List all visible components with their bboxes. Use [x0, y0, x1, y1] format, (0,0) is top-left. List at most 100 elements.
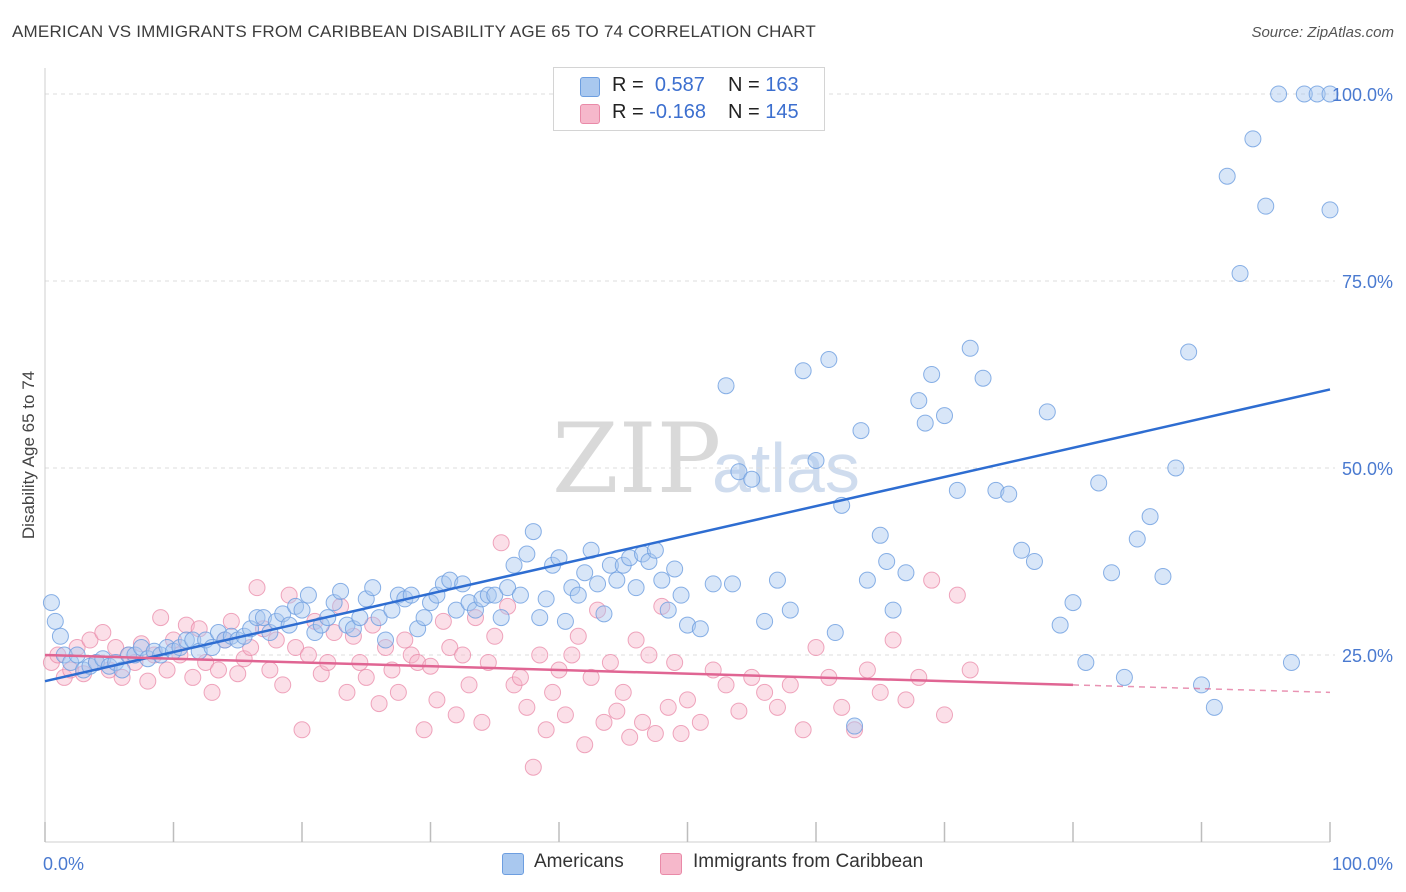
caribbean-point: [293, 721, 311, 739]
caribbean-point: [486, 627, 504, 645]
americans-point: [518, 545, 536, 563]
gridlines: [45, 93, 1335, 656]
y-tick-label: 25.0%: [1342, 646, 1393, 666]
americans-point: [1051, 616, 1069, 634]
caribbean-point: [107, 639, 125, 657]
americans-point: [691, 620, 709, 638]
americans-point: [113, 661, 131, 679]
correlation-legend: R = 0.587 N = 163 R = -0.168 N = 145: [553, 67, 825, 131]
legend-n-label: N =: [728, 74, 760, 96]
americans-point: [723, 575, 741, 593]
caribbean-point: [833, 698, 851, 716]
americans-point: [653, 571, 671, 589]
legend-row-caribbean: R = -0.168 N = 145: [554, 101, 824, 127]
x-tick-label-max: 100.0%: [1332, 854, 1393, 874]
americans-point: [1295, 85, 1313, 103]
caribbean-point: [466, 609, 484, 627]
caribbean-point: [209, 661, 227, 679]
americans-point: [878, 552, 896, 570]
caribbean-point: [274, 676, 292, 694]
americans-point: [730, 463, 748, 481]
americans-point: [621, 549, 639, 567]
caribbean-point: [518, 698, 536, 716]
americans-point: [897, 564, 915, 582]
americans-point: [511, 586, 529, 604]
caribbean-point: [730, 702, 748, 720]
caribbean-point: [884, 631, 902, 649]
caribbean-point: [94, 624, 112, 642]
caribbean-point: [781, 676, 799, 694]
caribbean-point: [222, 612, 240, 630]
caribbean-point: [537, 721, 555, 739]
bottom-legend-swatch-blue: [502, 853, 524, 875]
caribbean-point: [441, 639, 459, 657]
caribbean-point: [447, 706, 465, 724]
caribbean-point: [627, 631, 645, 649]
americans-point: [974, 369, 992, 387]
caribbean-point: [370, 695, 388, 713]
americans-point: [486, 586, 504, 604]
caribbean-point: [177, 616, 195, 634]
caribbean-point: [229, 665, 247, 683]
caribbean-point: [743, 668, 761, 686]
legend-n-value-americans: 163: [765, 74, 799, 96]
chart-title: AMERICAN VS IMMIGRANTS FROM CARIBBEAN DI…: [12, 22, 816, 41]
caribbean-point: [672, 725, 690, 743]
caribbean-point: [524, 758, 542, 776]
americans-point: [768, 571, 786, 589]
caribbean-point: [595, 713, 613, 731]
americans-point: [505, 556, 523, 574]
americans-point: [807, 452, 825, 469]
bottom-legend-label-caribbean: Immigrants from Caribbean: [693, 851, 924, 872]
caribbean-point: [434, 612, 452, 630]
americans-point: [299, 586, 317, 604]
caribbean-point: [910, 668, 928, 686]
bottom-legend-label-americans: Americans: [534, 851, 624, 872]
americans-point: [1180, 343, 1198, 361]
americans-point: [1141, 508, 1159, 526]
americans-point: [1077, 653, 1095, 671]
americans-point: [589, 575, 607, 593]
caribbean-point: [479, 653, 497, 671]
americans-point: [672, 586, 690, 604]
americans-point: [820, 351, 838, 369]
caribbean-point: [287, 639, 305, 657]
source-label: Source: ZipAtlas.com: [1251, 24, 1394, 41]
americans-point: [1064, 594, 1082, 612]
caribbean-point: [621, 728, 639, 746]
americans-point: [569, 586, 587, 604]
caribbean-point: [261, 661, 279, 679]
americans-point: [923, 365, 941, 383]
caribbean-point: [152, 609, 170, 627]
caribbean-point: [473, 713, 491, 731]
legend-swatch-blue: [580, 77, 600, 97]
americans-point: [254, 609, 272, 627]
trend-lines: [44, 388, 1331, 694]
americans-point: [531, 609, 549, 627]
americans-point: [556, 612, 574, 630]
caribbean-point: [807, 639, 825, 657]
americans-point: [884, 601, 902, 619]
caribbean-point: [454, 646, 472, 664]
americans-point: [1193, 676, 1210, 694]
caribbean-point: [936, 706, 953, 724]
americans-point: [858, 571, 876, 589]
caribbean-point: [846, 721, 864, 739]
caribbean-point: [659, 698, 677, 716]
americans-point: [447, 601, 465, 619]
caribbean-point: [576, 736, 594, 754]
caribbean-points: [42, 534, 979, 776]
americans-point: [377, 631, 395, 649]
caribbean-point: [768, 698, 786, 716]
legend-r-value-americans: 0.587: [654, 74, 705, 96]
americans-point: [1038, 403, 1056, 421]
americans-point: [479, 586, 497, 604]
caribbean-point: [139, 672, 157, 690]
y-tick-label: 75.0%: [1342, 272, 1393, 292]
americans-point: [781, 601, 799, 619]
legend-r-value-caribbean: -0.168: [649, 101, 706, 123]
americans-point: [743, 470, 761, 488]
caribbean-point: [556, 706, 574, 724]
americans-point: [601, 556, 619, 574]
americans-point: [492, 609, 510, 627]
